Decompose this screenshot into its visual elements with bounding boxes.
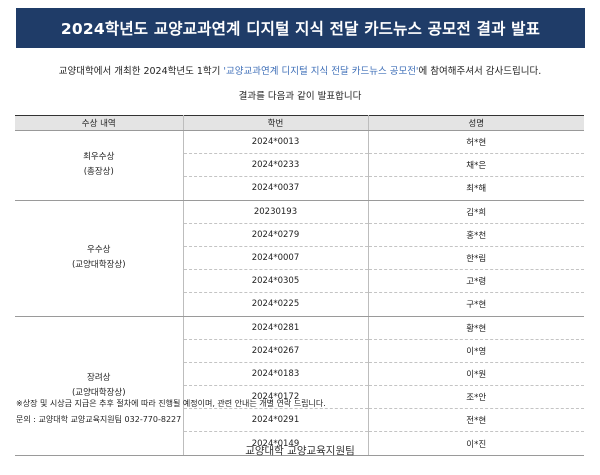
student-id: 2024*0172 [182,385,368,410]
student-id: 2024*0279 [182,223,368,247]
award-sub: (교양대학장상) [71,260,126,271]
table-row: 2024*0037 최*해 [15,176,584,201]
student-name: 최*해 [367,176,584,201]
table-row: 2024*0279 홍*천 [15,223,584,247]
student-name: 전*현 [367,408,584,433]
page-title: 2024학년도 교양교과연계 디지털 지식 전달 카드뉴스 공모전 결과 발표 [60,20,541,38]
student-name: 채*은 [367,153,584,178]
student-id: 2024*0281 [182,316,368,340]
student-id: 2024*0013 [182,130,368,155]
student-id: 2024*0225 [182,292,368,317]
table-header-row: 수상 내역 학번 성명 [15,115,584,131]
award-name: 최우수상 [83,152,115,163]
page-title-banner: 2024학년도 교양교과연계 디지털 지식 전달 카드뉴스 공모전 결과 발표 [16,8,585,48]
student-id: 2024*0305 [182,269,368,294]
student-name: 김*희 [367,200,584,224]
intro-highlight: '교양교과연계 디지털 지식 전달 카드뉴스 공모전' [223,66,419,77]
contact-text: 문의 : 교양대학 교양교육지원팀 032-770-8227 [16,415,182,424]
table-row: 2024*0225 구*현 [15,292,584,317]
intro-text: 교양대학에서 개최한 2024학년도 1학기 '교양교과연계 디지털 지식 전달… [0,63,600,77]
award-name: 우수상 [87,245,111,256]
award-cell: 최우수상 (총장상) [15,130,183,201]
table-row: 장려상 (교양대학장상) 2024*0281 황*현 [15,316,584,456]
award-cell: 우수상 (교양대학장상) [15,200,183,317]
student-id: 2024*0267 [182,339,368,363]
award-sub: (총장상) [83,167,114,178]
header-name: 성명 [367,115,584,131]
award-sub: (교양대학장상) [71,387,126,398]
table-row: 2024*0291 전*현 [15,408,584,433]
award-cell: 장려상 (교양대학장상) [15,316,183,456]
header-award: 수상 내역 [15,115,183,131]
award-name: 장려상 [87,372,111,383]
table-row: 2024*0305 고*령 [15,269,584,294]
student-name: 홍*천 [367,223,584,247]
student-id: 2024*0149 [182,431,368,456]
intro-before: 교양대학에서 개최한 2024학년도 1학기 [58,66,224,77]
results-table: 수상 내역 학번 성명 최우수상 (총장상) 2024*0013 허*현 202… [15,115,584,456]
student-name: 구*현 [367,292,584,317]
footer-signature: 교양대학 교양교육지원팀 [245,445,355,457]
student-name: 허*현 [367,130,584,155]
student-name: 이*영 [367,339,584,363]
student-id: 2024*0233 [182,153,368,178]
student-id: 2024*0007 [182,246,368,271]
student-id: 2024*0037 [182,176,368,201]
student-id: 20230193 [182,200,368,224]
table-row: 2024*0233 채*은 [15,153,584,178]
header-student-id: 학번 [182,115,368,131]
table-row: 우수상 (교양대학장상) 20230193 김*희 [15,200,584,317]
intro-after: 에 참여해주셔서 감사드립니다. [418,66,542,77]
table-row: 최우수상 (총장상) 2024*0013 허*현 [15,130,584,201]
student-name: 이*원 [367,362,584,387]
student-name: 이*진 [367,431,584,456]
student-name: 고*령 [367,269,584,294]
student-name: 황*현 [367,316,584,340]
table-row: 2024*0149 이*진 [15,431,584,456]
student-id: 2024*0183 [182,362,368,387]
table-row: 2024*0172 조*안 [15,385,584,410]
student-id: 2024*0291 [182,408,368,433]
intro-subtext: 결과를 다음과 같이 발표합니다 [238,91,362,102]
table-row: 2024*0267 이*영 [15,339,584,363]
student-name: 한*림 [367,246,584,271]
student-name: 조*안 [367,385,584,410]
table-row: 2024*0007 한*림 [15,246,584,271]
notice-text: ※상장 및 시상금 지급은 추후 절차에 따라 진행될 예정이며, 관련 안내는… [16,399,326,408]
table-row: 2024*0183 이*원 [15,362,584,387]
